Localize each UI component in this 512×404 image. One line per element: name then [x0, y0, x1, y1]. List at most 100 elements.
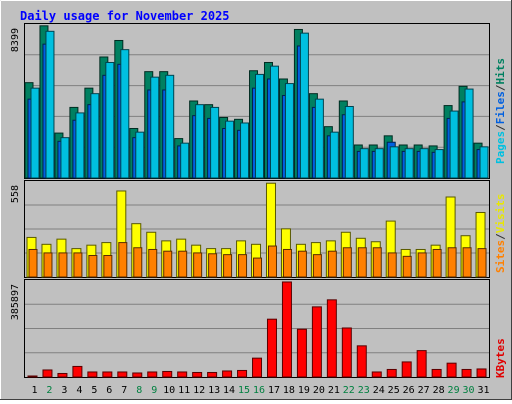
day-label-5: 5: [91, 385, 97, 396]
bar-sites-day-12: [193, 252, 203, 278]
bar-pages-day-3: [60, 137, 70, 179]
bar-sites-day-31: [477, 248, 487, 278]
bar-sites-day-27: [417, 252, 427, 278]
day-label-14: 14: [223, 385, 235, 396]
bar-kbytes-day-25: [386, 368, 397, 378]
bar-sites-day-9: [148, 248, 158, 278]
bar-sites-day-29: [447, 247, 457, 278]
day-label-9: 9: [151, 385, 157, 396]
bar-sites-day-4: [73, 252, 83, 278]
day-label-18: 18: [283, 385, 295, 396]
legend-visits: Visits: [494, 194, 507, 234]
chart-title: Daily usage for November 2025: [20, 9, 230, 23]
bar-sites-day-14: [223, 254, 233, 278]
bar-sites-day-18: [282, 248, 292, 278]
bar-sites-day-2: [43, 252, 53, 278]
day-label-22: 22: [343, 385, 355, 396]
bar-kbytes-day-8: [132, 372, 143, 378]
bar-kbytes-day-21: [326, 299, 337, 378]
bar-kbytes-day-29: [446, 362, 457, 378]
bar-pages-day-19: [299, 32, 309, 179]
legend-separator: /: [494, 124, 507, 131]
bar-kbytes-day-30: [461, 368, 472, 378]
bar-sites-day-19: [297, 250, 307, 278]
day-label-13: 13: [208, 385, 220, 396]
bar-pages-day-2: [45, 30, 55, 179]
day-label-21: 21: [328, 385, 340, 396]
bar-pages-day-9: [150, 76, 160, 179]
bar-kbytes-day-24: [371, 371, 382, 378]
bar-pages-day-27: [419, 148, 429, 179]
bar-kbytes-day-19: [296, 328, 307, 378]
bar-sites-day-6: [103, 254, 113, 278]
bar-kbytes-day-22: [341, 327, 352, 378]
panel-3: 385897 KBytes: [10, 279, 507, 378]
bar-sites-day-3: [58, 252, 68, 278]
bar-sites-day-10: [163, 250, 173, 278]
bar-kbytes-day-9: [147, 371, 158, 378]
bar-kbytes-day-23: [356, 345, 367, 378]
panel-2-legend: Sites/Visits: [494, 194, 507, 274]
day-label-7: 7: [121, 385, 127, 396]
day-label-28: 28: [433, 385, 445, 396]
bar-pages-day-25: [389, 146, 399, 179]
panel-1-max-label: 8399: [10, 28, 21, 52]
panels-layer: 8399Pages/Files/Hits558Sites/Visits38589…: [10, 23, 507, 378]
bar-kbytes-day-12: [192, 371, 203, 378]
bar-kbytes-day-18: [281, 281, 292, 378]
series-pages: [30, 30, 489, 179]
day-label-24: 24: [373, 385, 385, 396]
bar-sites-day-22: [342, 247, 352, 278]
legend-separator: /: [494, 84, 507, 91]
bar-sites-day-13: [208, 253, 218, 278]
day-label-30: 30: [463, 385, 475, 396]
bar-pages-day-22: [344, 105, 354, 179]
bar-pages-day-26: [404, 148, 414, 179]
bar-kbytes-day-14: [222, 370, 233, 378]
bar-pages-day-30: [464, 88, 474, 179]
bar-sites-day-21: [327, 250, 337, 278]
legend-kbytes: KBytes: [494, 338, 507, 378]
bar-pages-day-18: [284, 83, 294, 179]
bar-kbytes-day-3: [57, 372, 68, 378]
bar-pages-day-24: [374, 148, 384, 179]
day-labels: 1 2 3 4 5 6 7 8 9 10 11 12 13 14 15 16 17 18 19 20 21 22 23 24 2…: [31, 385, 489, 396]
day-label-25: 25: [388, 385, 400, 396]
day-label-17: 17: [268, 385, 280, 396]
bar-kbytes-day-13: [207, 371, 218, 378]
bar-pages-day-6: [105, 61, 115, 179]
bar-pages-day-8: [135, 131, 145, 179]
bar-pages-day-15: [240, 122, 250, 179]
day-label-19: 19: [298, 385, 310, 396]
bar-pages-day-7: [120, 49, 130, 179]
day-label-27: 27: [418, 385, 430, 396]
day-label-2: 2: [46, 385, 52, 396]
bar-kbytes-day-2: [42, 369, 53, 378]
day-label-15: 15: [238, 385, 250, 396]
legend-hits: Hits: [494, 58, 507, 85]
day-label-29: 29: [448, 385, 460, 396]
day-label-31: 31: [477, 385, 489, 396]
bar-kbytes-day-31: [476, 368, 487, 378]
bar-sites-day-26: [402, 255, 412, 278]
series-sites: [28, 242, 487, 278]
day-label-4: 4: [76, 385, 82, 396]
panel-3-legend: KBytes: [494, 338, 507, 378]
bar-kbytes-day-17: [266, 318, 277, 378]
bar-pages-day-5: [90, 93, 100, 179]
day-label-12: 12: [193, 385, 205, 396]
bar-sites-day-16: [253, 257, 263, 278]
day-label-6: 6: [106, 385, 112, 396]
bar-sites-day-24: [372, 247, 382, 278]
legend-separator: /: [494, 233, 507, 240]
bar-pages-day-1: [30, 87, 40, 179]
bar-sites-day-5: [88, 254, 98, 278]
panel-2: 558 Sites/Visits: [10, 180, 507, 278]
bar-pages-day-29: [449, 110, 459, 179]
bar-kbytes-day-15: [237, 369, 248, 378]
bar-pages-day-4: [75, 112, 85, 179]
